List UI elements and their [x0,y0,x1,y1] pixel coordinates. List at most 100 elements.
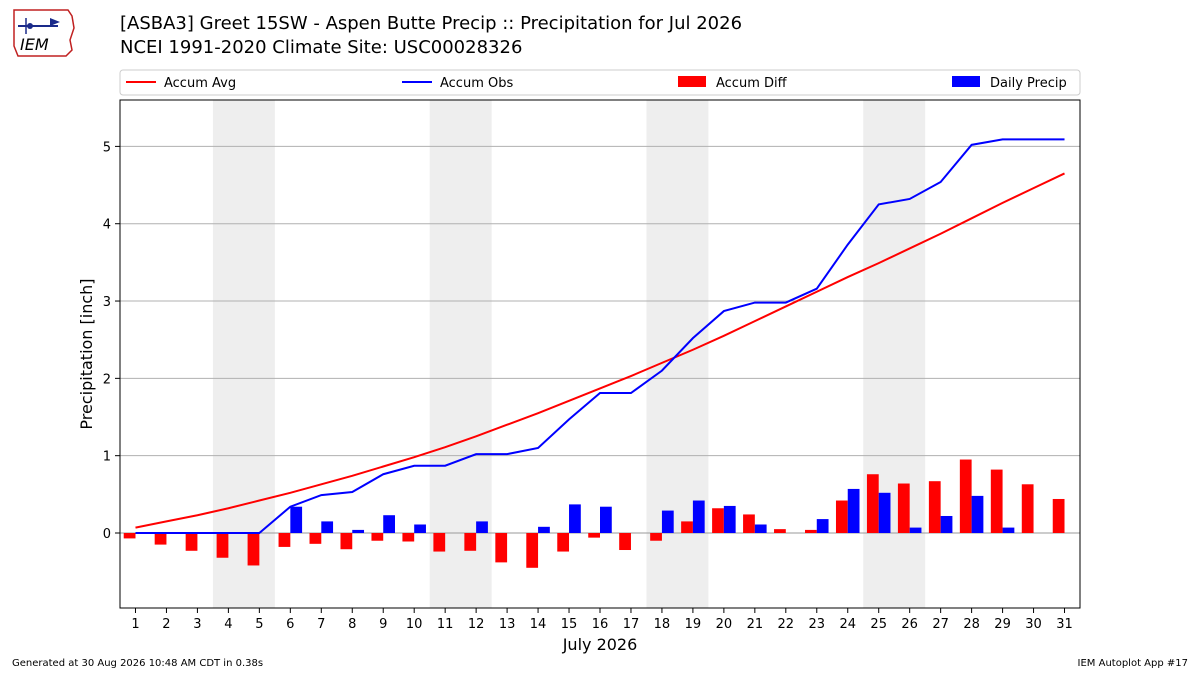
accum-diff-bar [371,532,384,541]
x-tick-label: 6 [286,617,294,632]
x-tick-label: 23 [809,617,826,632]
legend-label: Accum Diff [716,76,788,91]
daily-precip-bar [600,506,612,533]
accum-diff-bar [154,532,167,545]
y-tick-label: 5 [103,140,111,155]
x-tick-label: 24 [839,617,856,632]
accum-diff-bar [681,521,693,533]
daily-precip-bar [971,495,984,533]
y-tick-label: 0 [103,527,111,542]
legend-swatch [952,76,980,87]
daily-precip-bar [723,505,736,533]
accum-diff-bar [805,529,817,533]
x-tick-label: 2 [162,617,170,632]
x-tick-label: 19 [685,617,702,632]
x-tick-label: 30 [1025,617,1042,632]
x-tick-label: 18 [654,617,671,632]
daily-precip-bar [476,521,488,533]
daily-precip-bar [352,529,365,533]
accum-diff-bar [928,481,941,533]
daily-precip-bar [569,504,581,533]
accum-diff-bar [774,529,786,533]
accum-diff-bar [959,459,972,533]
daily-precip-bar [661,510,674,533]
x-tick-label: 22 [778,617,795,632]
accum-diff-bar [897,483,910,533]
accum-diff-bar [1021,484,1034,533]
title-line-2: NCEI 1991-2020 Climate Site: USC00028326 [120,37,523,58]
x-tick-label: 16 [592,617,609,632]
accum-diff-bar [495,532,508,563]
x-axis-label: July 2026 [562,635,638,654]
x-tick-label: 15 [561,617,578,632]
x-tick-label: 1 [131,617,139,632]
x-tick-label: 12 [468,617,485,632]
legend-box [119,69,1081,96]
accum-diff-bar [464,532,477,551]
x-tick-label: 21 [747,617,764,632]
daily-precip-bar [321,521,334,533]
legend-label: Daily Precip [990,76,1067,91]
x-tick-label: 8 [348,617,356,632]
accum-diff-bar [743,514,755,533]
generated-note: Generated at 30 Aug 2026 10:48 AM CDT in… [12,658,264,669]
app-note: IEM Autoplot App #17 [1077,658,1188,669]
x-tick-label: 17 [623,617,640,632]
y-axis-label: Precipitation [inch] [77,278,96,429]
x-tick-label: 20 [716,617,733,632]
chart-title: [ASBA3] Greet 15SW - Aspen Butte Precip … [120,12,742,60]
x-tick-label: 29 [994,617,1011,632]
x-tick-label: 4 [224,617,232,632]
accum-diff-bar [619,532,631,551]
daily-precip-bar [816,519,829,533]
x-tick-label: 9 [379,617,387,632]
x-tick-label: 5 [255,617,263,632]
accum-diff-bar [835,500,848,533]
daily-precip-bar [940,515,953,533]
accum-diff-bar [1052,498,1065,533]
legend-label: Accum Obs [440,76,513,91]
daily-precip-bar [754,524,767,533]
logo-text: IEM [20,35,49,54]
accum-diff-bar [402,532,415,542]
daily-precip-bar [847,488,860,533]
x-tick-label: 11 [437,617,454,632]
daily-precip-bar [1002,527,1015,533]
title-line-1: [ASBA3] Greet 15SW - Aspen Butte Precip … [120,13,743,34]
daily-precip-bar [414,524,426,533]
daily-precip-bar [878,492,891,533]
y-tick-label: 1 [103,450,111,465]
accum-diff-bar [712,508,724,533]
accum-diff-bar [433,532,446,552]
accum-diff-bar [123,532,136,539]
accum-diff-bar [990,469,1003,533]
x-tick-label: 27 [932,617,949,632]
accum-diff-bar [650,532,662,541]
y-tick-label: 3 [103,295,111,310]
weekend-shade [212,100,275,608]
accum-diff-bar [247,532,260,566]
x-tick-label: 13 [499,617,516,632]
legend-swatch [678,76,706,87]
x-tick-label: 28 [963,617,980,632]
x-tick-label: 26 [901,617,918,632]
accum-diff-bar [588,532,600,538]
daily-precip-bar [909,527,922,533]
y-tick-label: 4 [103,218,111,233]
accum-diff-bar [278,532,291,547]
accum-diff-bar [185,532,198,551]
accum-diff-bar [340,532,353,550]
daily-precip-bar [290,506,303,533]
x-tick-label: 10 [406,617,423,632]
iem-logo: IEM [8,6,80,58]
legend-label: Accum Avg [164,76,236,91]
daily-precip-bar [692,500,705,533]
accum-diff-bar [557,532,570,552]
x-tick-label: 25 [870,617,887,632]
legend: Accum Avg Accum Obs Accum Diff Daily Precip [119,69,1081,96]
x-tick-label: 3 [193,617,201,632]
x-tick-label: 31 [1056,617,1073,632]
accum-obs-line [135,138,1065,534]
accum-diff-bar [526,532,539,568]
